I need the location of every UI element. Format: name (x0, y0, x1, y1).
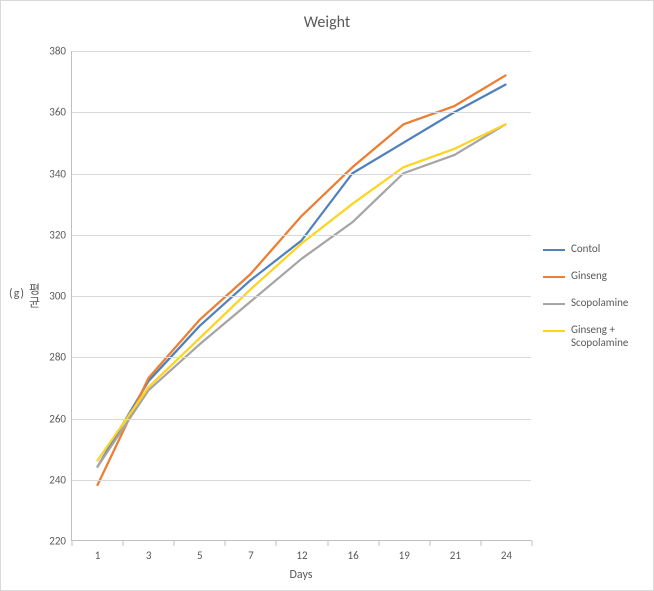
y-axis-label-main: 평균 (26, 283, 40, 309)
x-tick-mark (276, 540, 277, 546)
legend-item: Contol (543, 242, 643, 255)
legend: Contol Ginseng Scopolamine Ginseng + Scopol… (543, 228, 643, 364)
y-tick-label: 240 (49, 473, 72, 486)
series-line (98, 75, 506, 485)
x-tick-label: 19 (399, 549, 410, 562)
chart-container: Weight 평균 (g) 22024026028030032034036038… (0, 0, 654, 591)
x-tick-mark (480, 540, 481, 546)
grid-line (72, 296, 531, 297)
y-tick-label: 380 (49, 45, 72, 58)
x-tick-label: 3 (146, 549, 152, 562)
y-tick-label: 220 (49, 535, 72, 548)
x-tick-label: 24 (501, 549, 512, 562)
grid-line (72, 235, 531, 236)
legend-label: Ginseng (571, 269, 607, 282)
legend-swatch (543, 249, 565, 251)
y-tick-label: 300 (49, 290, 72, 303)
legend-swatch (543, 303, 565, 305)
x-tick-mark (174, 540, 175, 546)
x-tick-mark (123, 540, 124, 546)
legend-label: Scopolamine (571, 296, 628, 309)
legend-item: Scopolamine (543, 296, 643, 309)
x-tick-label: 12 (296, 549, 307, 562)
x-tick-label: 16 (348, 549, 359, 562)
y-tick-label: 360 (49, 106, 72, 119)
chart-title: Weight (1, 13, 653, 32)
x-tick-label: 1 (95, 549, 101, 562)
x-tick-mark (429, 540, 430, 546)
grid-line (72, 51, 531, 52)
x-tick-label: 21 (450, 549, 461, 562)
y-tick-label: 320 (49, 228, 72, 241)
x-tick-label: 5 (197, 549, 203, 562)
legend-item: Ginseng (543, 269, 643, 282)
grid-line (72, 112, 531, 113)
x-tick-label: 7 (248, 549, 254, 562)
grid-line (72, 480, 531, 481)
grid-line (72, 174, 531, 175)
y-axis-label-unit: (g) (9, 287, 25, 301)
y-tick-label: 260 (49, 412, 72, 425)
legend-swatch (543, 276, 565, 278)
x-tick-mark (327, 540, 328, 546)
x-tick-mark (72, 540, 73, 546)
legend-item: Ginseng + Scopolamine (543, 323, 643, 349)
x-tick-mark (225, 540, 226, 546)
x-tick-mark (532, 540, 533, 546)
y-tick-label: 340 (49, 167, 72, 180)
y-tick-label: 280 (49, 351, 72, 364)
legend-label: Ginseng + Scopolamine (571, 323, 643, 349)
grid-line (72, 419, 531, 420)
series-line (98, 85, 506, 467)
legend-swatch (543, 330, 565, 332)
series-line (98, 124, 506, 460)
x-tick-mark (378, 540, 379, 546)
grid-line (72, 357, 531, 358)
x-axis-title: Days (71, 568, 531, 582)
y-axis-title: 평균 (g) (9, 283, 42, 309)
legend-label: Contol (571, 242, 600, 255)
plot-area: 2202402602803003203403603801357121619212… (71, 51, 531, 541)
